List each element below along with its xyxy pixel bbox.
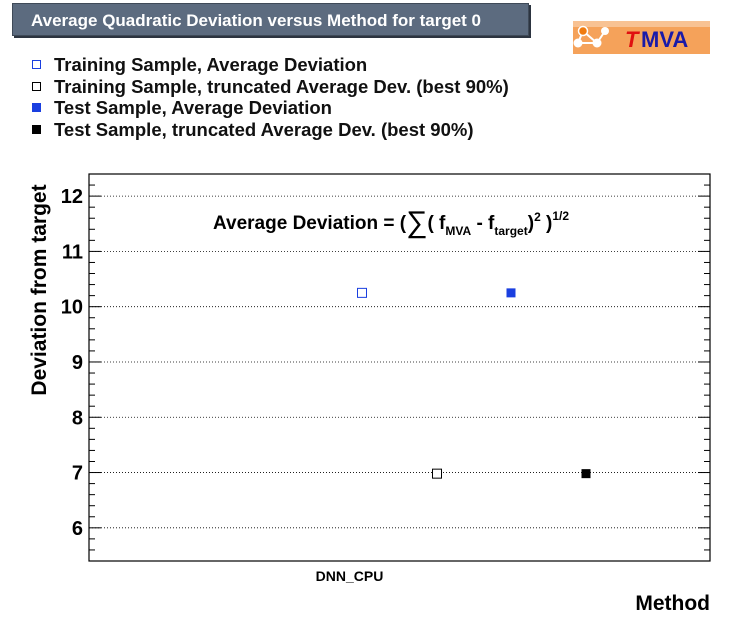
formula-minus: - f [471, 213, 495, 234]
legend-label: Training Sample, truncated Average Dev. … [54, 75, 509, 97]
svg-text:T: T [625, 27, 640, 52]
legend-label: Test Sample, Average Deviation [54, 97, 332, 118]
x-tick-label: DNN_CPU [316, 568, 384, 584]
data-points [357, 287, 591, 479]
legend: Training Sample, Average Deviation Train… [26, 54, 509, 140]
y-tick-label: 7 [72, 463, 83, 485]
y-axis-ticks: 6 7 8 9 10 11 12 [61, 173, 710, 562]
x-axis-ticks: DNN_CPU [316, 568, 384, 584]
x-axis-title: Method [635, 592, 710, 615]
formula-sub-target: target [494, 224, 527, 238]
tmva-logo-graphic: T MVA [573, 21, 710, 54]
y-tick-label: 6 [72, 518, 83, 540]
y-tick-label: 9 [72, 352, 83, 374]
formula-close: ) [528, 213, 534, 234]
data-point [432, 468, 442, 479]
legend-item: Training Sample, truncated Average Dev. … [26, 76, 509, 98]
plot-frame [88, 173, 711, 562]
svg-text:MVA: MVA [641, 27, 688, 52]
formula-sup-2: 2 [534, 210, 541, 224]
legend-label: Test Sample, truncated Average Dev. (bes… [54, 118, 474, 140]
y-tick-label: 10 [61, 297, 83, 319]
legend-item: Test Sample, truncated Average Dev. (bes… [26, 119, 509, 141]
data-point [581, 469, 591, 479]
y-tick-label: 11 [62, 241, 83, 263]
chart-title: Average Quadratic Deviation versus Metho… [12, 3, 529, 36]
legend-item: Training Sample, Average Deviation [26, 54, 509, 76]
formula-close2: ) [541, 213, 553, 234]
open-square-marker-icon [32, 81, 41, 91]
filled-square-marker-icon [32, 103, 41, 112]
data-point [506, 288, 516, 298]
tmva-logo: T MVA [573, 21, 710, 54]
filled-square-marker-icon [32, 124, 41, 134]
legend-label: Training Sample, Average Deviation [54, 54, 368, 75]
formula-sum-symbol: ∑ [406, 206, 427, 239]
formula-annotation: Average Deviation = (∑( fMVA - ftarget)2… [213, 206, 569, 239]
legend-item: Test Sample, Average Deviation [26, 97, 509, 119]
y-axis-title: Deviation from target [28, 184, 51, 395]
y-tick-label: 12 [61, 186, 83, 208]
formula-open: ( f [427, 213, 446, 234]
formula-sub-mva: MVA [445, 224, 471, 238]
formula-sup-half: 1/2 [552, 209, 569, 223]
y-tick-label: 8 [72, 407, 83, 429]
formula-lhs: Average Deviation = ( [213, 213, 407, 234]
open-square-marker-icon [32, 60, 41, 69]
data-point [357, 287, 367, 298]
